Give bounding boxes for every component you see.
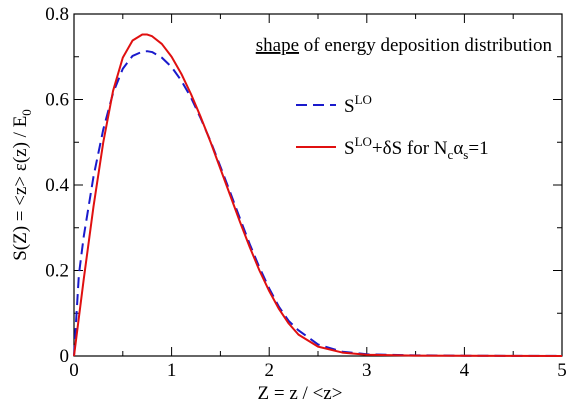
y-axis-label: S(Z) = <z> ε(z) / E0 (10, 109, 34, 261)
legend-lo-base: S (344, 96, 355, 117)
y-tick-label: 0.6 (45, 90, 69, 111)
x-tick-label: 2 (264, 360, 274, 381)
ticks-group: 0 1 2 3 4 5 0 0.2 0.4 0.6 0.8 (45, 4, 567, 381)
x-axis-label: Z = z / <z> (258, 383, 343, 404)
y-axis-label-main: S(Z) = <z> ε(z) / E (10, 116, 31, 261)
legend-lopds-sup: LO (355, 134, 372, 149)
plot-frame-group (73, 13, 563, 357)
legend-label-lo-plus-ds: SLO+δS for Ncαs=1 (344, 134, 489, 162)
legend-lopds-end: =1 (468, 138, 488, 159)
legend-lopds-mid: α (453, 138, 463, 159)
series-lo-line (73, 50, 563, 357)
legend-lopds-sub2: s (463, 147, 468, 162)
x-tick-label: 3 (362, 360, 372, 381)
series-lo-plus-ds-line (73, 33, 563, 357)
curves-group (73, 33, 563, 357)
shape-annotation: shape of energy deposition distribution (256, 35, 553, 56)
annotation-rest: of energy deposition distribution (299, 35, 552, 56)
x-tick-label: 1 (167, 360, 177, 381)
legend-lopds-base: S (344, 138, 355, 159)
annotation-group: shape of energy deposition distribution (256, 35, 553, 56)
plot-frame (73, 13, 563, 357)
x-tick-label: 5 (557, 360, 567, 381)
legend-lo-sup: LO (355, 92, 372, 107)
y-axis-label-sub: 0 (19, 109, 34, 116)
y-tick-label: 0.8 (45, 4, 69, 25)
x-tick-label: 4 (460, 360, 470, 381)
y-tick-label: 0.2 (45, 261, 69, 282)
annotation-underlined: shape (256, 35, 299, 56)
legend-label-lo: SLO (344, 92, 372, 117)
x-tick-label: 0 (69, 360, 79, 381)
y-tick-label: 0.4 (45, 175, 69, 196)
legend-lopds-rest: +δS for N (372, 138, 448, 159)
y-tick-label: 0 (60, 346, 70, 367)
axis-labels-group: Z = z / <z>S(Z) = <z> ε(z) / E0 (10, 109, 342, 404)
legend-lopds-sub1: c (448, 147, 454, 162)
